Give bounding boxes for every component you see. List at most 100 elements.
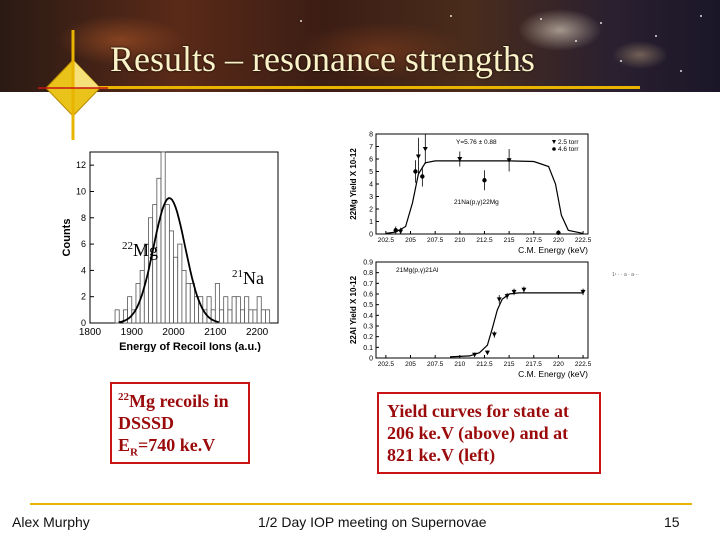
x-tick-label: 215 <box>504 237 515 244</box>
data-point <box>482 178 487 183</box>
x-tick-label: 2200 <box>246 327 269 338</box>
footer-event: 1/2 Day IOP meeting on Supernovae <box>258 514 487 530</box>
histogram-bar <box>252 309 258 324</box>
y-tick-label: 8 <box>369 132 373 139</box>
y-tick-label: 4 <box>81 265 86 275</box>
diamond-logo <box>38 30 108 148</box>
y-tick-label: 0 <box>81 318 86 328</box>
histogram-bar <box>177 243 183 324</box>
legend-label: 4.6 torr <box>558 146 579 153</box>
histogram-bar <box>231 296 237 324</box>
histogram-bar <box>235 296 241 324</box>
histogram-bar <box>223 296 229 324</box>
x-tick-label: 222.5 <box>575 237 592 244</box>
histogram-bar <box>181 269 187 324</box>
mg22-yield-plot: 0 1 2 3 4 5 6 7 8 202.5 205 207.5 210 212.5 215 217.5 22… <box>346 128 608 258</box>
histogram-bar <box>219 309 225 324</box>
stray-text: 1¹ · · a · a··· <box>612 272 639 278</box>
data-point <box>413 169 418 174</box>
y-tick-label: 10 <box>76 186 86 196</box>
slide-title: Results – resonance strengths <box>110 39 535 79</box>
y-tick-label: 0.8 <box>363 270 373 277</box>
histogram-bar <box>114 309 120 324</box>
x-tick-label: 217.5 <box>526 237 543 244</box>
y-tick-label: 0.4 <box>363 313 373 320</box>
histogram-bar <box>173 256 179 324</box>
histogram-bar <box>164 204 170 324</box>
y-tick-label: 0.1 <box>363 345 373 352</box>
histogram-bar <box>214 283 220 324</box>
y-tick-label: 0.6 <box>363 292 373 299</box>
data-point <box>472 352 478 358</box>
plot-annotation: Y=5.76 ± 0.88 <box>456 139 497 146</box>
header-banner <box>0 0 720 92</box>
x-tick-label: 1800 <box>79 327 102 338</box>
histogram-bar <box>239 309 245 324</box>
y-tick-label: 8 <box>81 213 86 223</box>
al22-yield-plot: 0 0.1 0.2 0.3 0.4 0.5 0.6 0.7 0.8 0.9 202.5 205 207.… <box>346 258 608 382</box>
x-tick-label: 207.5 <box>427 237 444 244</box>
y-tick-label: 12 <box>76 160 86 170</box>
data-point <box>491 332 497 338</box>
data-point <box>521 287 527 293</box>
x-tick-label: 220 <box>553 237 564 244</box>
y-tick-label: 3 <box>369 194 373 201</box>
x-tick-label: 210 <box>454 237 465 244</box>
x-axis-label: C.M. Energy (keV) <box>518 369 588 379</box>
data-point <box>393 228 398 233</box>
plot-frame <box>375 261 589 359</box>
x-tick-label: 1900 <box>121 327 144 338</box>
histogram-bar <box>185 283 191 324</box>
legend-marker <box>552 147 556 151</box>
y-tick-label: 2 <box>81 292 86 302</box>
histogram-bar <box>152 204 158 324</box>
y-tick-label: 4 <box>369 182 373 189</box>
y-tick-label: 0 <box>369 356 373 363</box>
x-tick-label: 222.5 <box>575 361 592 368</box>
y-tick-label: 1 <box>369 219 373 226</box>
y-tick-label: 0 <box>369 232 373 239</box>
data-point <box>496 297 502 302</box>
x-tick-label: 2100 <box>204 327 227 338</box>
y-tick-label: 6 <box>369 157 373 164</box>
x-tick-label: 202.5 <box>378 237 395 244</box>
legend-label: 2.5 torr <box>558 139 579 146</box>
histogram-bar <box>256 296 262 324</box>
x-axis-label: Energy of Recoil Ions (a.u.) <box>119 341 261 352</box>
title-underline <box>60 86 640 89</box>
x-tick-label: 207.5 <box>427 361 444 368</box>
data-point <box>511 289 517 295</box>
y-tick-label: 7 <box>369 144 373 151</box>
x-tick-label: 217.5 <box>526 361 543 368</box>
data-point <box>420 174 425 179</box>
histogram-bar <box>168 230 174 324</box>
x-tick-label: 210 <box>454 361 465 368</box>
x-tick-label: 202.5 <box>378 361 395 368</box>
histogram-bar <box>227 309 233 324</box>
legend-marker <box>552 140 556 144</box>
y-tick-label: 6 <box>81 239 86 249</box>
y-tick-label: 0.3 <box>363 324 373 331</box>
data-point <box>484 350 490 356</box>
data-point <box>398 229 404 234</box>
na21-peak-label: 21Na <box>232 268 264 288</box>
footer-divider <box>30 503 692 505</box>
histogram-bar <box>248 309 254 324</box>
y-tick-label: 0.7 <box>363 281 373 288</box>
x-tick-label: 2000 <box>162 327 185 338</box>
y-tick-label: 2 <box>369 207 373 214</box>
fit-curve <box>449 292 584 358</box>
mg22-peak-label: 22Mg <box>122 240 159 260</box>
histogram-bar <box>189 283 195 324</box>
x-tick-label: 220 <box>553 361 564 368</box>
plot-annotation: 21Mg(p,γ)21Al <box>396 267 439 274</box>
data-point <box>504 294 510 299</box>
histogram-bar <box>160 151 166 324</box>
histogram-bar <box>260 309 266 324</box>
histogram-bar <box>265 309 271 324</box>
data-point <box>415 154 421 159</box>
x-axis-label: C.M. Energy (keV) <box>518 245 588 255</box>
y-tick-label: 0.2 <box>363 334 373 341</box>
gaussian-fit-curve <box>118 197 219 324</box>
y-tick-label: 0.9 <box>363 260 373 267</box>
